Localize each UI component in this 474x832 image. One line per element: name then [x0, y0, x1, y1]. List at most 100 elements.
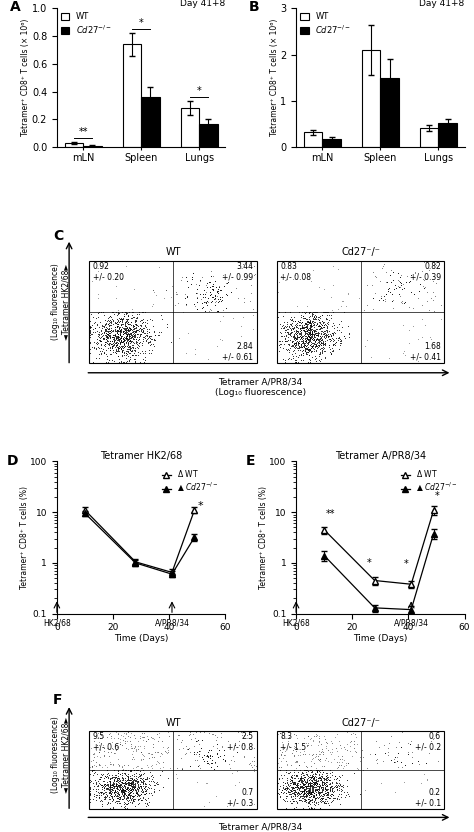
Point [112, 331, 120, 344]
Point [311, 323, 319, 336]
Point [294, 335, 302, 349]
Point [320, 324, 328, 337]
Point [116, 790, 123, 804]
Point [146, 334, 154, 348]
Point [294, 789, 301, 802]
Point [102, 322, 109, 335]
Point [137, 356, 144, 369]
Point [300, 341, 308, 354]
Point [209, 290, 216, 304]
Point [304, 793, 312, 806]
Point [202, 776, 210, 790]
Point [306, 794, 314, 807]
Point [288, 322, 296, 335]
Point [308, 754, 315, 767]
Point [139, 324, 147, 337]
Point [321, 350, 328, 364]
Point [108, 768, 116, 781]
Point [315, 735, 322, 748]
Point [109, 345, 117, 359]
Point [318, 332, 325, 345]
Point [86, 786, 94, 800]
Point [237, 329, 245, 343]
Point [207, 744, 215, 757]
Point [295, 340, 303, 354]
Point [119, 785, 127, 799]
Point [300, 320, 307, 334]
Point [107, 324, 115, 337]
Point [292, 317, 300, 330]
Point [282, 329, 290, 342]
Point [292, 789, 299, 802]
Point [317, 780, 324, 794]
Point [314, 775, 321, 788]
Point [106, 334, 114, 348]
Point [289, 777, 296, 790]
Point [129, 780, 137, 794]
Point [103, 329, 111, 342]
Point [86, 319, 94, 333]
Point [108, 341, 116, 354]
Point [306, 788, 314, 801]
Point [103, 760, 111, 774]
Point [134, 790, 141, 803]
Point [111, 345, 118, 359]
Point [312, 777, 319, 790]
Point [307, 786, 315, 800]
Point [148, 750, 156, 764]
Point [121, 786, 129, 800]
Point [313, 767, 320, 780]
Point [302, 795, 310, 809]
Point [138, 314, 146, 327]
Point [317, 322, 324, 335]
Point [301, 339, 308, 353]
Point [307, 317, 314, 330]
Point [387, 275, 394, 289]
Point [359, 743, 366, 756]
Point [306, 777, 314, 790]
Point [123, 329, 130, 342]
Point [292, 327, 299, 340]
Point [309, 771, 317, 785]
Point [316, 787, 323, 800]
Point [293, 777, 301, 790]
Point [182, 748, 189, 761]
Point [235, 262, 242, 275]
Point [125, 779, 132, 792]
Point [141, 356, 148, 369]
Point [310, 786, 318, 800]
Point [420, 767, 428, 780]
Point [314, 786, 322, 800]
Point [125, 354, 132, 368]
Point [317, 320, 325, 334]
Point [283, 319, 291, 333]
Point [337, 798, 344, 811]
Point [310, 778, 318, 791]
Point [387, 754, 395, 767]
Point [132, 324, 140, 338]
Point [394, 760, 402, 774]
Point [182, 297, 190, 310]
Point [290, 765, 298, 779]
Point [138, 344, 146, 358]
Point [107, 790, 115, 803]
Point [338, 755, 346, 768]
Point [99, 319, 107, 333]
Point [284, 785, 292, 798]
Text: *: * [139, 17, 144, 27]
Point [281, 744, 288, 757]
Point [220, 280, 228, 293]
Point [121, 768, 128, 781]
Point [140, 726, 147, 740]
Point [104, 323, 111, 336]
Point [240, 749, 248, 762]
Point [281, 337, 288, 350]
Point [295, 330, 303, 344]
Point [290, 763, 298, 776]
Point [103, 323, 110, 336]
Point [134, 324, 142, 337]
Point [291, 749, 298, 762]
Point [311, 777, 319, 790]
Point [115, 790, 122, 803]
Point [139, 772, 146, 785]
